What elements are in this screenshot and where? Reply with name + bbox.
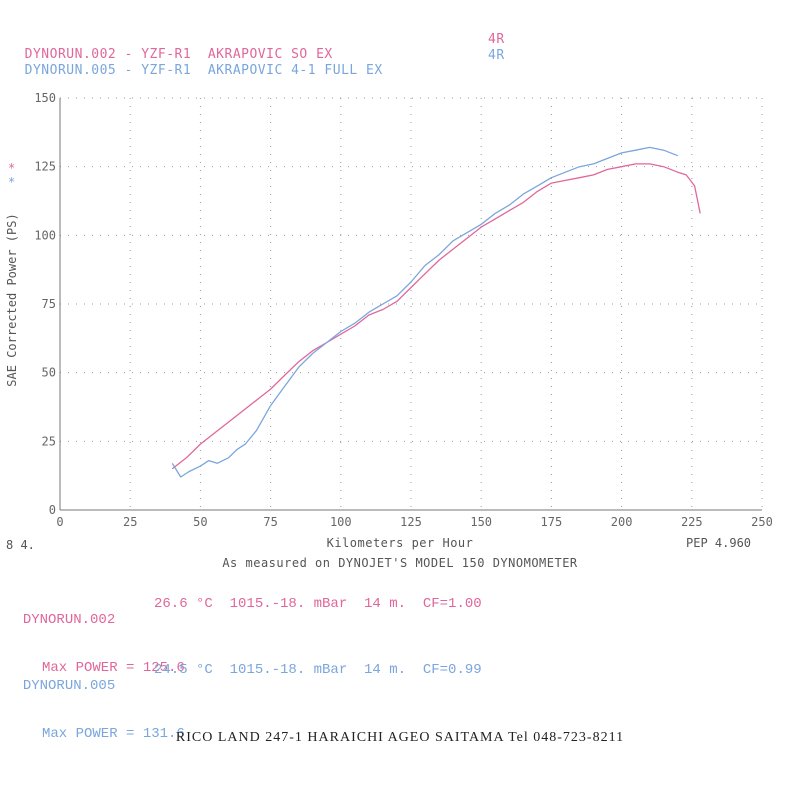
x-tick-label: 250 [751,515,773,529]
run-info-005: DYNORUN.005 24.5 °C 1015.-18. mBar 14 m.… [6,662,482,758]
y-tick-label: 125 [34,160,56,174]
legend-rpm: 4R [488,48,505,63]
run-max-power: Max POWER = 131.6 [42,726,185,742]
y-axis-label: SAE Corrected Power (PS) [5,213,19,386]
x-tick-label: 200 [611,515,633,529]
x-tick-label: 0 [56,515,63,529]
chart-axes [59,98,762,511]
y-tick-label: 150 [34,91,56,105]
chart-grid [60,97,763,510]
x-tick-label: 225 [681,515,703,529]
footer-address: RICO LAND 247-1 HARAICHI AGEO SAITAMA Te… [175,730,625,745]
y-tick-label: 0 [49,503,56,517]
x-tick-label: 50 [193,515,207,529]
corner-right-label: PEP 4.960 [686,536,752,550]
run-conditions: 26.6 °C 1015.-18. mBar 14 m. CF=1.00 [154,596,482,612]
run-id: DYNORUN.002 [22,612,116,628]
series-line-dynorun-002 [171,163,701,470]
y-tick-label: 75 [42,297,56,311]
legend-label: DYNORUN.002 - YZF-R1 AKRAPOVIC SO EX [24,47,333,62]
chart-series [171,146,701,478]
run-id: DYNORUN.005 [22,678,116,694]
legend-entry-run-005: DYNORUN.005 - YZF-R1 AKRAPOVIC 4-1 FULL … [8,48,505,93]
legend-rpm: 4R [488,32,505,47]
dyno-chart: 0 25 50 75 100 125 150 0 25 50 75 100 125 150 175 200 22… [5,91,773,529]
run-max-power: Max POWER = 125.6 [42,660,185,676]
x-axis-label: Kilometers per Hour [326,536,474,550]
x-tick-label: 175 [541,515,563,529]
x-tick-label: 100 [330,515,352,529]
y-tick-label: 25 [42,434,56,448]
run-conditions: 24.5 °C 1015.-18. mBar 14 m. CF=0.99 [154,662,482,678]
x-tick-label: 150 [470,515,492,529]
legend-entry-run-002: DYNORUN.002 - YZF-R1 AKRAPOVIC SO EX 4R [8,32,505,77]
run-info-002: DYNORUN.002 26.6 °C 1015.-18. mBar 14 m.… [6,596,482,692]
x-tick-label: 75 [263,515,277,529]
chart-ticks: 0 25 50 75 100 125 150 0 25 50 75 100 125 150 175 200 22… [34,91,773,529]
chart-caption: As measured on DYNOJET'S MODEL 150 DYNOM… [222,556,578,570]
legend-label: DYNORUN.005 - YZF-R1 AKRAPOVIC 4-1 FULL … [24,63,383,78]
x-tick-label: 125 [400,515,422,529]
y-axis-marker-blue: * [8,175,15,189]
y-tick-label: 50 [42,366,56,380]
series-line-dynorun-005 [171,146,679,478]
corner-left-label: 8 4. [6,538,35,552]
y-axis-marker-pink: * [8,161,15,175]
x-tick-label: 25 [123,515,137,529]
y-tick-label: 100 [34,228,56,242]
